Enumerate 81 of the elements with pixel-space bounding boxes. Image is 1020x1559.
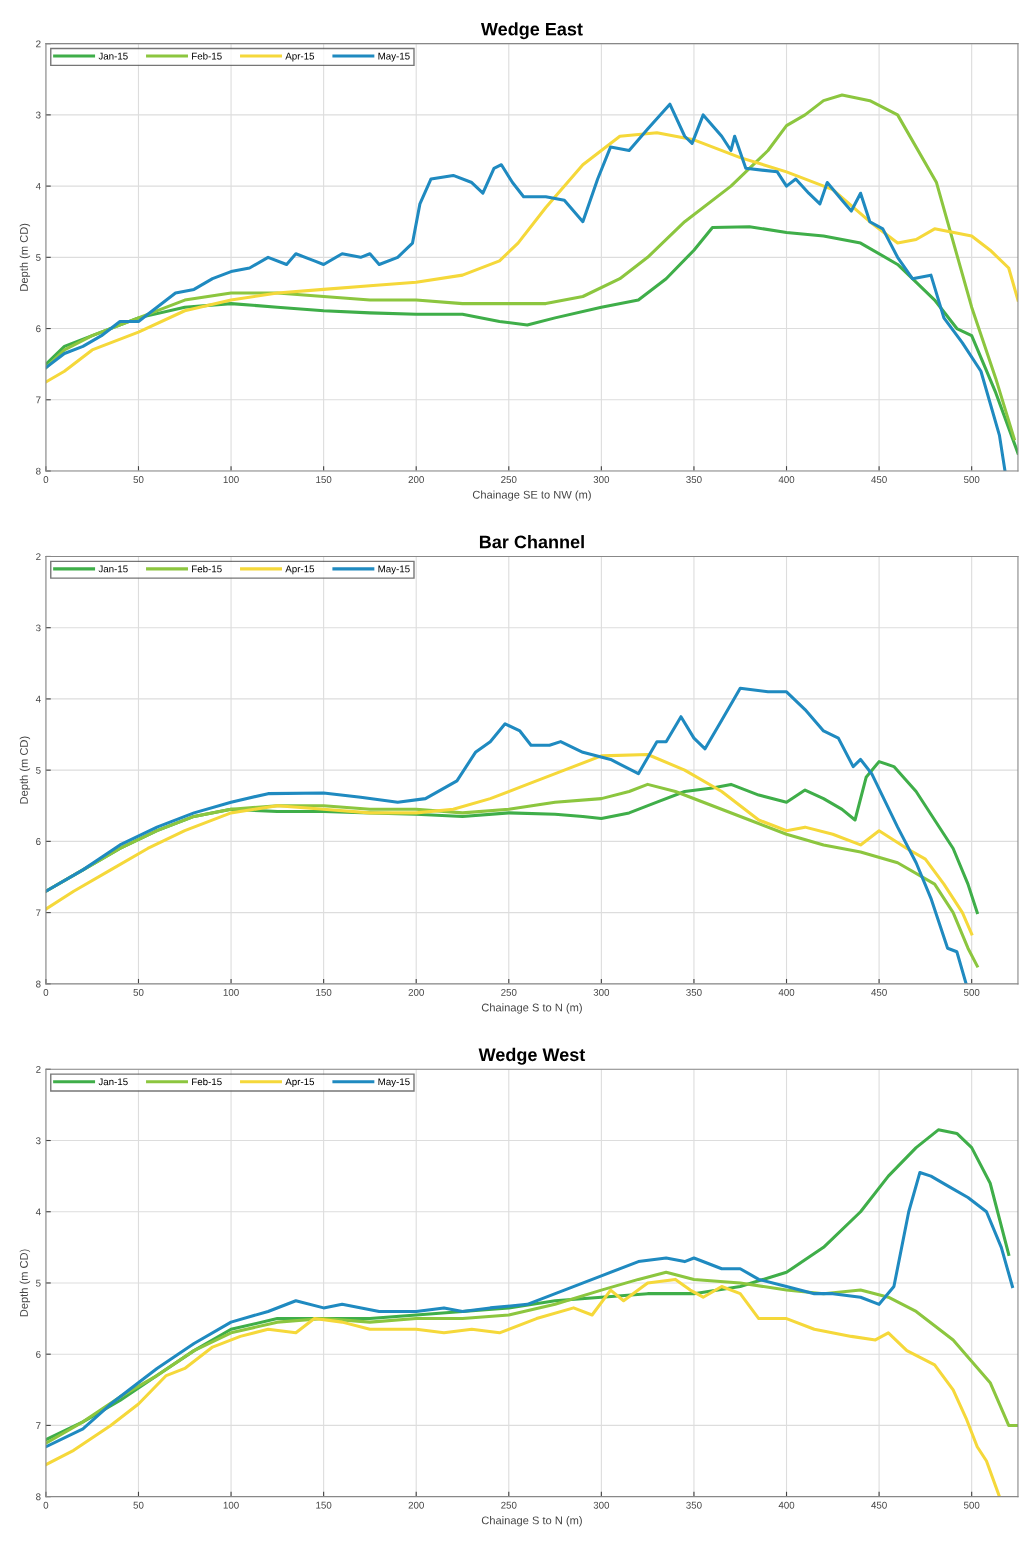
- x-tick-label: 300: [593, 988, 610, 996]
- x-tick-label: 500: [963, 988, 980, 996]
- chart-title: Wedge East: [480, 22, 583, 40]
- y-axis-title: Depth (m CD): [19, 1249, 31, 1317]
- legend-label: Feb-15: [192, 52, 222, 60]
- chart-title: Bar Channel: [479, 535, 584, 549]
- x-tick-label: 200: [408, 1501, 424, 1509]
- y-tick-label: 6: [36, 838, 41, 845]
- x-axis-title: Chainage S to N (m): [481, 1003, 582, 1014]
- x-tick-label: 300: [593, 1501, 610, 1509]
- x-tick-label: 250: [501, 1501, 517, 1509]
- line-series: [45, 1277, 1001, 1497]
- y-tick-label: 2: [36, 40, 41, 48]
- x-tick-label: 200: [408, 988, 424, 996]
- x-tick-label: 100: [223, 1501, 239, 1509]
- x-tick-label: 350: [686, 988, 702, 996]
- y-tick-label: 7: [36, 1422, 41, 1429]
- x-tick-label: 50: [133, 988, 144, 996]
- line-series: [45, 1270, 1018, 1445]
- x-axis-title: Chainage S to N (m): [481, 1516, 582, 1527]
- y-tick-label: 2: [36, 553, 41, 560]
- x-tick-label: 450: [871, 476, 887, 483]
- y-tick-label: 4: [35, 695, 41, 703]
- x-tick-label: 400: [778, 476, 795, 483]
- line-series: [45, 1171, 1014, 1449]
- x-tick-label: 500: [963, 476, 980, 483]
- x-tick-label: 450: [871, 1501, 887, 1509]
- line-series: [45, 752, 974, 936]
- legend-label: Feb-15: [192, 1078, 222, 1086]
- y-tick-label: 2: [36, 1066, 41, 1073]
- x-tick-label: 100: [223, 476, 239, 483]
- chart-title: Wedge West: [478, 1047, 586, 1065]
- y-tick-label: 6: [36, 325, 41, 333]
- y-tick-label: 7: [36, 396, 41, 404]
- y-tick-label: 3: [36, 111, 41, 119]
- legend-label: Jan-15: [98, 52, 128, 60]
- y-tick-label: 6: [36, 1350, 41, 1358]
- x-tick-label: 450: [871, 988, 887, 996]
- legend-label: Jan-15: [98, 1078, 128, 1086]
- y-axis-title: Depth (m CD): [19, 736, 31, 804]
- x-tick-label: 300: [593, 476, 610, 483]
- x-tick-label: 250: [501, 988, 517, 996]
- x-tick-label: 100: [223, 988, 239, 996]
- legend-label: Apr-15: [285, 565, 315, 575]
- y-tick-label: 4: [35, 1208, 41, 1216]
- x-tick-label: 150: [316, 1501, 332, 1509]
- y-tick-label: 3: [36, 624, 41, 632]
- y-tick-label: 3: [36, 1137, 41, 1145]
- y-tick-label: 4: [35, 182, 41, 190]
- y-tick-label: 7: [36, 909, 41, 917]
- x-tick-label: 150: [316, 476, 332, 483]
- y-tick-label: 5: [36, 1279, 41, 1287]
- x-tick-label: 50: [133, 1501, 144, 1509]
- legend-label: Apr-15: [285, 1078, 315, 1088]
- y-tick-label: 5: [36, 766, 41, 774]
- y-tick-label: 8: [36, 980, 41, 988]
- y-tick-label: 8: [36, 1493, 41, 1501]
- x-axis-title: Chainage SE to NW (m): [472, 490, 591, 501]
- x-tick-label: 150: [316, 988, 332, 996]
- y-tick-label: 5: [36, 254, 41, 261]
- legend-label: Jan-15: [98, 565, 128, 573]
- x-tick-label: 400: [778, 1501, 795, 1509]
- x-tick-label: 0: [43, 1501, 49, 1509]
- legend-label: May-15: [378, 565, 410, 575]
- x-tick-label: 350: [686, 476, 702, 483]
- x-tick-label: 400: [778, 988, 795, 996]
- y-axis-title: Depth (m CD): [19, 223, 31, 291]
- x-tick-label: 0: [43, 988, 49, 996]
- x-tick-label: 0: [43, 476, 49, 483]
- x-tick-label: 250: [501, 476, 517, 483]
- legend-label: Feb-15: [192, 565, 222, 573]
- line-series: [45, 686, 968, 984]
- legend-label: May-15: [378, 1078, 410, 1088]
- x-tick-label: 350: [686, 1501, 702, 1509]
- y-tick-label: 8: [36, 467, 41, 475]
- x-tick-label: 500: [963, 1501, 980, 1509]
- x-tick-label: 50: [133, 476, 144, 483]
- legend-label: Apr-15: [285, 52, 315, 62]
- line-series: [45, 131, 1018, 384]
- x-tick-label: 200: [408, 476, 424, 483]
- legend-label: May-15: [378, 52, 410, 62]
